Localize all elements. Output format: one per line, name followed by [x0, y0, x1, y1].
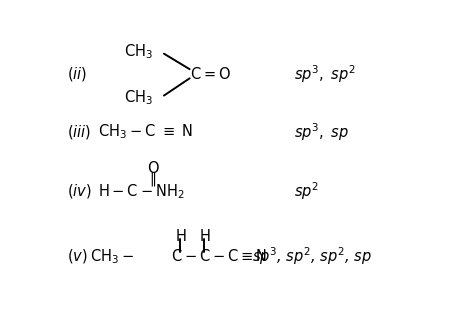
Text: $\mathrm{H}$: $\mathrm{H}$ — [175, 228, 186, 244]
Text: $(ii)$: $(ii)$ — [66, 65, 87, 83]
Text: $sp^3$$,\ $$sp$: $sp^3$$,\ $$sp$ — [294, 121, 349, 143]
Text: $\mathrm{C = O}$: $\mathrm{C = O}$ — [190, 66, 230, 82]
Text: $(iv)$: $(iv)$ — [66, 182, 91, 200]
Text: $\Vert$: $\Vert$ — [149, 170, 156, 188]
Text: $\mathrm{CH_3} - \mathrm{C}\ \equiv\ \mathrm{N}$: $\mathrm{CH_3} - \mathrm{C}\ \equiv\ \ma… — [98, 123, 193, 141]
Text: $\mathrm{H} - \mathrm{C} - \mathrm{NH_2}$: $\mathrm{H} - \mathrm{C} - \mathrm{NH_2}… — [98, 182, 184, 201]
Text: $\mathrm{H}$: $\mathrm{H}$ — [199, 228, 210, 244]
Text: $\mathrm{CH_3}$: $\mathrm{CH_3}$ — [124, 43, 153, 61]
Text: $\mathrm{CH_3}$: $\mathrm{CH_3}$ — [124, 88, 153, 107]
Text: $sp^3$, $sp^2$, $sp^2$, $sp$: $sp^3$, $sp^2$, $sp^2$, $sp$ — [252, 246, 372, 267]
Text: $(iii)$: $(iii)$ — [66, 123, 91, 141]
Text: $\mathrm{CH_3} -\ $: $\mathrm{CH_3} -\ $ — [91, 247, 135, 266]
Text: $\mathrm{O}$: $\mathrm{O}$ — [146, 160, 159, 176]
Text: $(v)$: $(v)$ — [66, 247, 87, 266]
Text: $\mathrm{C} - \mathrm{C} - \mathrm{C \equiv N}$: $\mathrm{C} - \mathrm{C} - \mathrm{C \eq… — [171, 248, 267, 264]
Text: $sp^2$: $sp^2$ — [294, 180, 319, 202]
Text: $sp^3$$,\ $$sp^2$: $sp^3$$,\ $$sp^2$ — [294, 63, 356, 85]
